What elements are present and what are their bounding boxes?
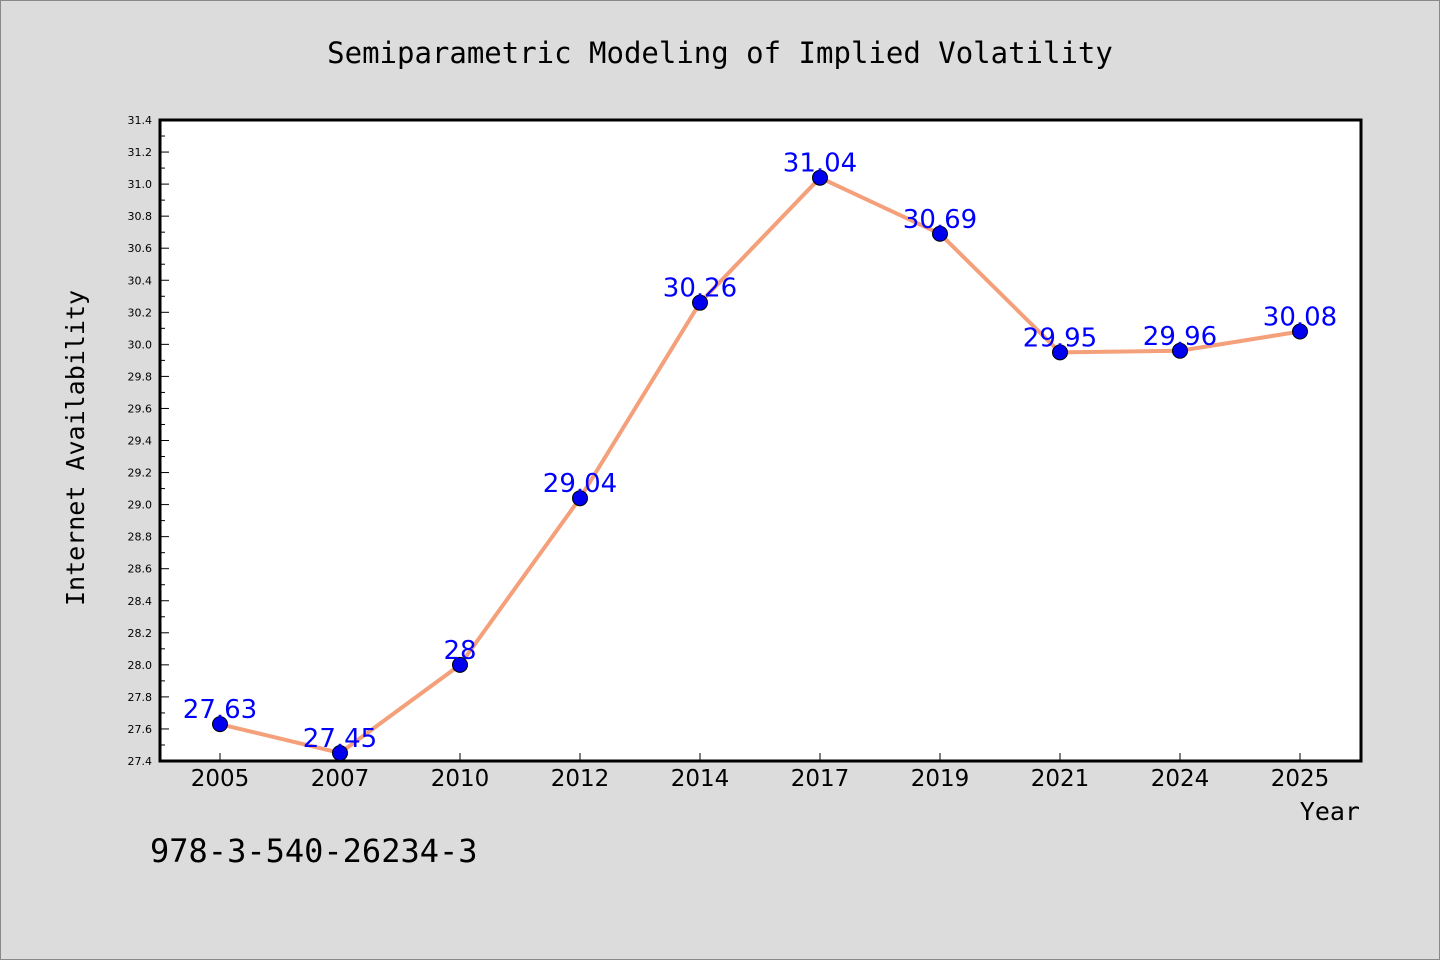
x-axis: 2005 2007 2010 2012 2014 2017 2019 2021 2024 2025 — [191, 753, 1330, 792]
x-tick-label: 2025 — [1271, 766, 1330, 792]
y-tick-label: 29.6 — [128, 402, 153, 415]
y-tick-label: 27.8 — [128, 691, 153, 704]
y-tick-label: 28.6 — [128, 563, 153, 576]
y-tick-label: 28.2 — [128, 627, 153, 640]
data-label: 27.63 — [183, 695, 257, 725]
isbn-text: 978-3-540-26234-3 — [150, 832, 478, 870]
y-tick-label: 27.4 — [128, 755, 153, 768]
y-axis: 27.4 27.6 27.8 28.0 28.2 28.4 28.6 28.8 29.0 29.2… — [128, 114, 169, 768]
y-tick-label: 30.0 — [128, 338, 153, 351]
y-tick-label: 29.2 — [128, 467, 153, 480]
x-tick-label: 2012 — [551, 766, 610, 792]
data-point — [692, 294, 708, 311]
y-tick-label: 28.4 — [128, 595, 153, 608]
y-tick-label: 29.8 — [128, 370, 153, 383]
x-tick-label: 2024 — [1151, 766, 1210, 792]
series-line — [218, 175, 1302, 755]
data-label: 29.04 — [543, 469, 617, 499]
data-label: 29.95 — [1023, 323, 1097, 353]
data-point — [1172, 342, 1188, 359]
y-tick-label: 29.0 — [128, 499, 153, 512]
data-point — [1052, 344, 1068, 361]
data-point — [452, 656, 468, 673]
x-tick-label: 2021 — [1031, 766, 1090, 792]
x-tick-label: 2014 — [671, 766, 730, 792]
data-point — [1292, 323, 1308, 340]
x-tick-label: 2007 — [311, 766, 370, 792]
y-tick-label: 30.6 — [128, 242, 153, 255]
x-tick-label: 2017 — [791, 766, 850, 792]
y-tick-label: 31.2 — [128, 146, 153, 159]
x-tick-label: 2005 — [191, 766, 250, 792]
y-tick-label: 30.2 — [128, 306, 153, 319]
data-point — [812, 169, 828, 186]
data-label: 30.69 — [903, 205, 977, 235]
data-label: 31.04 — [783, 149, 857, 179]
data-label: 30.26 — [663, 274, 737, 304]
y-tick-label: 30.4 — [128, 274, 153, 287]
plot-area — [158, 118, 1363, 763]
y-tick-label: 28.8 — [128, 531, 153, 544]
data-point — [332, 744, 348, 761]
y-tick-label: 29.4 — [128, 435, 153, 448]
y-tick-label: 31.0 — [128, 178, 153, 191]
data-label: 27.45 — [303, 724, 377, 754]
y-tick-label: 30.8 — [128, 210, 153, 223]
x-tick-label: 2019 — [911, 766, 970, 792]
y-tick-label: 31.4 — [128, 114, 153, 127]
data-point — [572, 490, 588, 507]
y-tick-label: 28.0 — [128, 659, 153, 672]
data-label: 29.96 — [1143, 322, 1217, 352]
x-axis-label: Year — [1300, 797, 1360, 826]
y-tick-label: 27.6 — [128, 723, 153, 736]
y-axis-label: Internet Availability — [61, 290, 90, 606]
data-label: 30.08 — [1263, 303, 1337, 333]
chart-title: Semiparametric Modeling of Implied Volat… — [327, 36, 1113, 70]
data-point — [212, 716, 228, 733]
series-layer: 27.63 27.45 28 29.04 30.26 31.04 30.69 29.95 29.… — [183, 149, 1337, 761]
x-tick-label: 2010 — [431, 766, 490, 792]
data-point — [932, 225, 948, 242]
data-label: 28 — [443, 636, 476, 666]
